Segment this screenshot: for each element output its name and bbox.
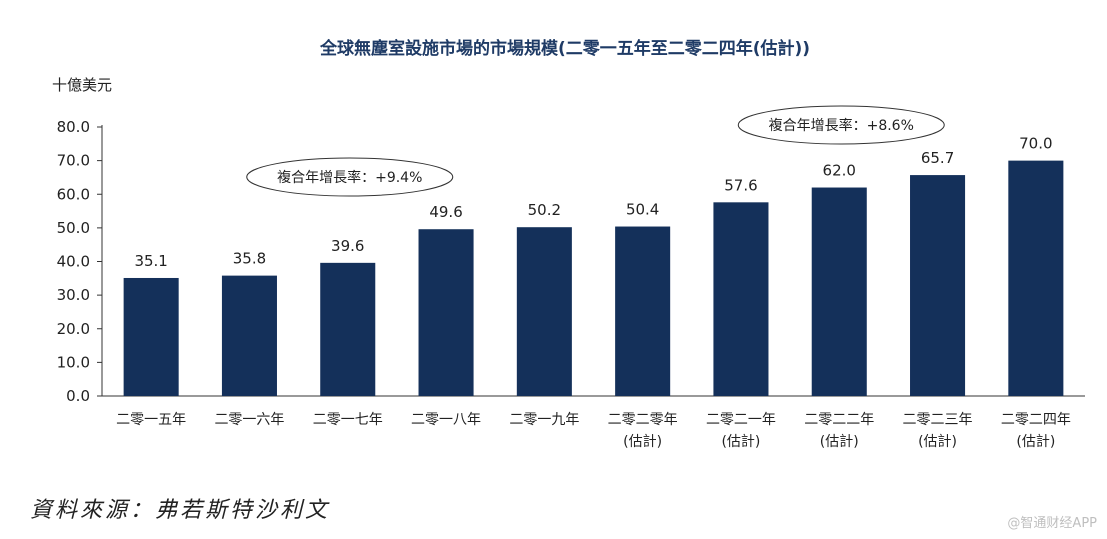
y-tick-label: 60.0 xyxy=(57,185,90,203)
x-tick-label: 二零一九年 xyxy=(509,412,579,428)
bar xyxy=(418,229,474,396)
bar xyxy=(320,262,376,396)
x-tick-label-note: (估計) xyxy=(1016,434,1055,450)
y-tick-label: 50.0 xyxy=(57,219,90,237)
data-label: 50.4 xyxy=(626,201,659,219)
data-label: 49.6 xyxy=(429,203,462,221)
y-tick-label: 10.0 xyxy=(57,353,90,371)
bars: 35.1 35.8 39.6 49.6 50.2 50.4 57.6 62.0 65.7 70.0 xyxy=(123,135,1064,396)
data-label: 70.0 xyxy=(1019,135,1052,153)
data-label: 62.0 xyxy=(823,162,856,180)
data-label: 50.2 xyxy=(528,201,561,219)
cagr-ellipse xyxy=(737,105,945,145)
x-tick-label: 二零一五年 xyxy=(116,412,186,428)
y-tick-label: 40.0 xyxy=(57,253,90,271)
x-tick-label: 二零二二年 xyxy=(804,412,874,428)
bar xyxy=(221,275,277,396)
data-label: 65.7 xyxy=(921,149,954,167)
bar xyxy=(516,227,572,396)
x-tick-label: 二零一七年 xyxy=(313,412,383,428)
x-tick-label: 二零一八年 xyxy=(411,412,481,428)
x-tick-label-note: (估計) xyxy=(721,434,760,450)
y-tick-label: 20.0 xyxy=(57,320,90,338)
y-tick-label: 80.0 xyxy=(57,118,90,136)
cagr-label: 複合年增長率：+9.4% xyxy=(277,169,422,186)
data-label: 35.1 xyxy=(134,252,167,270)
data-label: 35.8 xyxy=(233,250,266,268)
x-tick-label: 二零二零年 xyxy=(608,412,678,428)
bar xyxy=(615,226,671,396)
x-tick-label-note: (估計) xyxy=(918,434,957,450)
x-tick-label-note: (估計) xyxy=(820,434,859,450)
axes: 0.0 10.0 20.0 30.0 40.0 50.0 60.0 70.0 80.0 二零一五年… xyxy=(57,118,1085,450)
cagr-annotations: 複合年增長率：+9.4% 複合年增長率：+8.6% xyxy=(246,105,945,197)
x-tick-label: 二零一六年 xyxy=(214,412,284,428)
bar xyxy=(811,187,867,396)
bar xyxy=(123,277,179,396)
y-tick-label: 70.0 xyxy=(57,152,90,170)
y-tick-label: 30.0 xyxy=(57,286,90,304)
cagr-label: 複合年增長率：+8.6% xyxy=(769,117,914,134)
x-tick-label: 二零二一年 xyxy=(706,412,776,428)
y-axis-unit-label: 十億美元 xyxy=(52,76,112,94)
chart-title: 全球無塵室設施市場的市場規模(二零一五年至二零二四年(估計)) xyxy=(319,38,810,59)
x-tick-label: 二零二四年 xyxy=(1001,412,1071,428)
source-note: 資料來源：弗若斯特沙利文 xyxy=(30,498,331,523)
watermark: @智通财经APP xyxy=(1007,516,1097,531)
data-label: 57.6 xyxy=(724,176,757,194)
cagr-ellipse xyxy=(246,157,454,197)
x-tick-label: 二零二三年 xyxy=(903,412,973,428)
data-label: 39.6 xyxy=(331,237,364,255)
bar-chart: 全球無塵室設施市場的市場規模(二零一五年至二零二四年(估計)) 十億美元 0.0… xyxy=(52,38,1085,450)
bar xyxy=(910,175,966,396)
y-tick-label: 0.0 xyxy=(66,387,90,405)
bar xyxy=(1008,160,1064,396)
x-tick-label-note: (估計) xyxy=(623,434,662,450)
bar xyxy=(713,202,769,396)
